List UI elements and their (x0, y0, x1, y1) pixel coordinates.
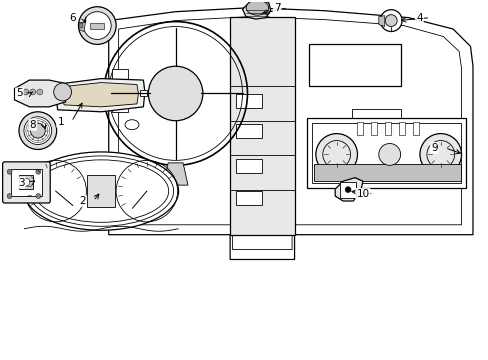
Bar (356, 122, 363, 135)
Bar (90, 23, 104, 28)
Text: 6: 6 (69, 13, 76, 23)
Circle shape (148, 66, 203, 121)
Polygon shape (334, 178, 362, 201)
Text: 8: 8 (29, 120, 36, 130)
Bar (79, 23, 83, 28)
Circle shape (378, 144, 400, 165)
Bar (112, 85, 128, 96)
Text: 4: 4 (415, 13, 422, 23)
Polygon shape (378, 15, 384, 27)
Bar (87, 175, 115, 207)
Bar (351, 109, 400, 125)
Ellipse shape (24, 152, 178, 230)
FancyBboxPatch shape (2, 162, 50, 203)
Bar (412, 122, 419, 135)
Circle shape (7, 169, 12, 174)
Text: 1: 1 (57, 117, 64, 127)
Bar (236, 191, 261, 205)
Circle shape (419, 134, 461, 175)
Bar (314, 164, 460, 181)
Circle shape (23, 89, 29, 95)
Circle shape (380, 10, 401, 32)
Circle shape (30, 89, 36, 95)
Bar (384, 122, 391, 135)
Ellipse shape (246, 0, 268, 15)
Circle shape (345, 186, 350, 193)
Ellipse shape (125, 120, 139, 130)
Text: 9: 9 (430, 143, 437, 153)
Circle shape (24, 117, 52, 144)
Bar (140, 90, 146, 96)
Polygon shape (108, 8, 472, 260)
Bar (112, 69, 128, 80)
Bar (236, 159, 261, 173)
Text: 5: 5 (16, 89, 23, 98)
Bar (398, 122, 405, 135)
Bar (306, 118, 465, 188)
Circle shape (7, 194, 12, 198)
Circle shape (22, 178, 30, 186)
Polygon shape (230, 17, 294, 235)
Bar (370, 122, 377, 135)
Polygon shape (61, 82, 138, 107)
Text: 2: 2 (79, 196, 85, 206)
Polygon shape (163, 163, 187, 185)
Bar (112, 102, 128, 112)
Circle shape (385, 15, 396, 27)
Bar (340, 182, 355, 198)
Text: 3: 3 (18, 178, 24, 188)
Circle shape (83, 12, 111, 40)
Polygon shape (56, 78, 144, 112)
Bar (311, 123, 460, 183)
Bar (53, 90, 60, 96)
Circle shape (54, 83, 71, 101)
Circle shape (19, 112, 57, 149)
Circle shape (78, 7, 116, 44)
Text: 10: 10 (356, 189, 369, 199)
Text: 7: 7 (273, 3, 280, 13)
Bar (236, 124, 261, 138)
Polygon shape (15, 80, 65, 107)
Bar (236, 94, 261, 108)
Bar (11, 169, 41, 196)
Polygon shape (242, 0, 270, 19)
Polygon shape (79, 23, 85, 32)
Circle shape (315, 134, 357, 175)
Bar (19, 175, 33, 189)
Circle shape (36, 169, 41, 174)
Circle shape (36, 194, 41, 198)
Circle shape (37, 89, 42, 95)
Bar (309, 44, 400, 86)
Circle shape (30, 123, 45, 138)
